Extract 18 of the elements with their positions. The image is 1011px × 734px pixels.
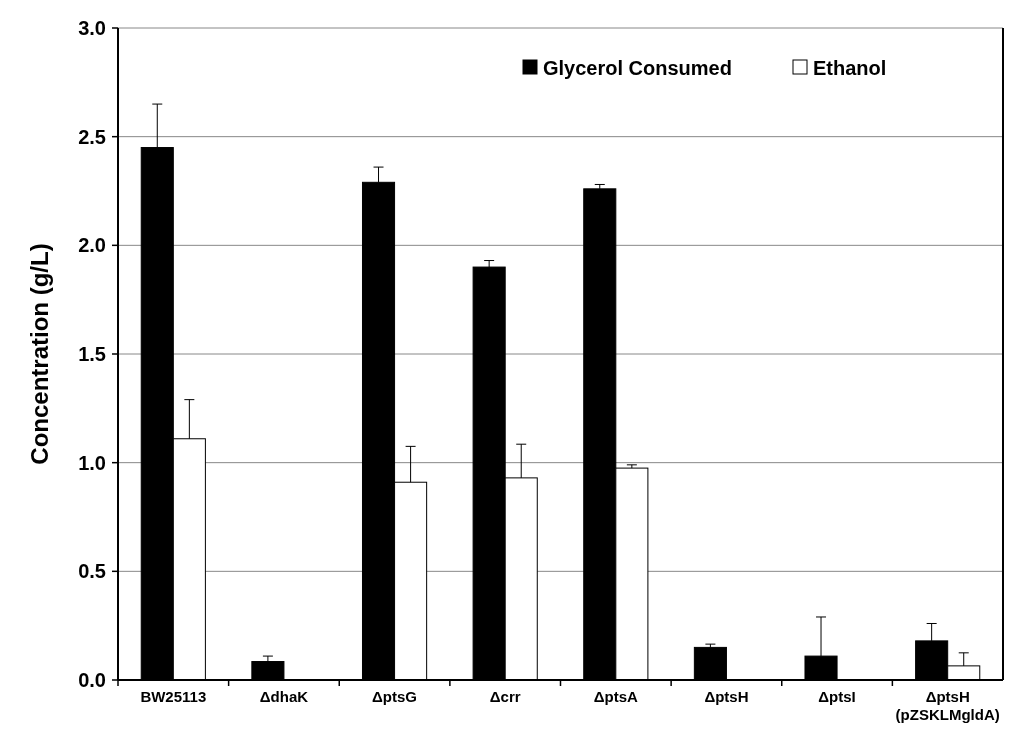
- x-tick-label: ΔptsI: [818, 688, 856, 705]
- y-tick-label: 1.0: [78, 451, 106, 474]
- x-tick-label: ΔptsA: [593, 688, 639, 705]
- x-tick-label: Δcrr: [489, 688, 521, 705]
- x-tick-label: ΔptsH (pZSKLMgldA): [895, 688, 1000, 723]
- legend-label: Glycerol Consumed: [543, 57, 732, 79]
- y-tick-label: 0.0: [78, 669, 106, 691]
- x-tick-label: ΔptsG: [372, 688, 418, 705]
- y-tick-label: 3.0: [78, 17, 106, 39]
- y-tick-label: 0.5: [78, 560, 106, 583]
- x-tick-label: ΔdhaK: [259, 688, 309, 705]
- x-tick-label: BW25113: [140, 688, 207, 705]
- y-tick-label: 2.5: [78, 125, 106, 148]
- legend-label: Ethanol: [813, 57, 887, 79]
- y-axis-title: Concentration (g/L): [26, 243, 53, 465]
- y-tick-label: 1.5: [78, 343, 106, 365]
- y-tick-label: 2.0: [78, 234, 106, 257]
- x-tick-label: ΔptsH: [704, 688, 749, 705]
